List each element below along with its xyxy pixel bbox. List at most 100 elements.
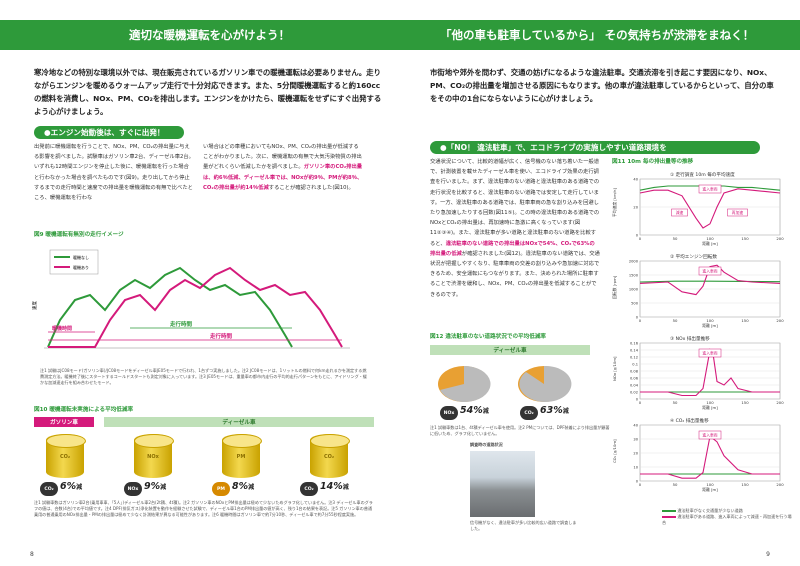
- fig9-legend-1: 暖機なし: [73, 254, 89, 260]
- right-header: 「他の車も駐車しているから」 その気持ちが渋滞をまねく！: [400, 20, 800, 50]
- fig10-badge-1: CO₂: [40, 482, 58, 496]
- fig10-can-label-3: PM: [236, 454, 246, 460]
- fig10-pct-2: 9%減: [144, 481, 167, 492]
- legend-swatch-magenta: [662, 516, 676, 518]
- fig9-idle: 暖機時間: [52, 325, 72, 332]
- fig11-xtick-3-0: 0: [639, 400, 642, 405]
- fig11-ytick-4-3: 30: [633, 437, 638, 441]
- fig10-title: 図10 暖機運転未実施による平均低減率: [34, 407, 134, 413]
- photo-caption: 信号機がなく、違法駐車が多い比較的広い道路で調査しました。: [470, 520, 577, 531]
- fig11-series-2-2: [639, 264, 781, 296]
- fig11-enter-box-2: [698, 266, 722, 276]
- fig10-note: 注1 試験車数はガソリン車2台(乗用車車、「5人」)ディーゼル車2台(2t積、4…: [34, 500, 373, 517]
- fig11-enter-label-2: 進入車両: [702, 269, 717, 274]
- fig11-ylabel-1: 平均速度 [km/h]: [612, 188, 617, 217]
- fig11-gen-box: [671, 208, 688, 217]
- fig11-xtick-3-3: 150: [741, 400, 749, 405]
- fig11-panel-title-1: ① 走行調査 10m 毎の平均速度: [670, 171, 735, 178]
- left-page: 適切な暖機運転を心がけよう！ 寒冷地などの特別な環境以外では、現在販売されている…: [0, 20, 400, 558]
- fig11-title: 図11 10m 毎の排出量等の推移: [612, 159, 694, 165]
- fig10-pct-4: 14%減: [320, 481, 349, 492]
- fig11-enter-box-4: [698, 430, 722, 440]
- can-icon: [310, 434, 350, 478]
- fig11-xtick-2-2: 100: [706, 318, 714, 323]
- fig11-enter-label-1: 進入車両: [702, 187, 717, 192]
- fig11-xtick-1-1: 50: [673, 236, 678, 241]
- fig11-ytick-4-0: 0: [636, 479, 639, 483]
- fig11-ylabel-3: NOx [g/10m]: [612, 356, 617, 381]
- right-body: 交通状況について、比較的道幅が広く、信号機のない落ち着いた一般道で、計測装置を載…: [430, 157, 600, 300]
- fig9-ylabel: 速度: [31, 301, 38, 310]
- right-page: 「他の車も駐車しているから」 その気持ちが渋滞をまねく！ 市街地や郊外を問わず、…: [400, 0, 800, 566]
- fig11-xlabel-3: 距離 [m]: [702, 405, 718, 410]
- fig10-pct-3: 8%減: [232, 481, 255, 492]
- fig11-series-1-2: [639, 188, 781, 229]
- left-section-heading: ●エンジン始動後は、すぐに出発！: [34, 126, 184, 139]
- fig11-xtick-4-4: 200: [776, 482, 784, 487]
- fig12-pct-1: 54%減: [460, 405, 489, 416]
- fig11-ytick-3-2: 0.04: [630, 383, 639, 387]
- fig11-panel-title-4: ④ CO₂ 排出量推移: [670, 417, 709, 424]
- fig11-ytick-3-1: 0.02: [630, 390, 638, 394]
- fig11-ytick-2-2: 1000: [629, 287, 639, 291]
- fig11-ylabel-4: CO₂ [g/10m]: [612, 439, 617, 463]
- can-icon: [134, 434, 174, 478]
- fig9-legend-box: [49, 249, 99, 275]
- fig11-gen-label: 減速: [676, 210, 684, 215]
- left-lead: 寒冷地などの特別な環境以外では、現在販売されているガソリン車での暖機運転は必要あ…: [34, 68, 382, 116]
- fig10-pct-1: 6%減: [60, 481, 83, 492]
- fig11-ytick-1-1: 20: [633, 205, 638, 209]
- fig9-chart: 暖機なし 暖機あり 速度 走行時間 走行時間 暖機時間: [31, 249, 350, 349]
- fig11-xtick-3-4: 200: [776, 400, 784, 405]
- right-body-b: が確認されました(図12)。違法駐車のない道路では、交通状況が把握しやすくなり、…: [430, 250, 600, 298]
- fig11-xtick-3-1: 50: [673, 400, 678, 405]
- right-body-a: 交通状況について、比較的道幅が広く、信号機のない落ち着いた一般道で、計測装置を載…: [430, 159, 600, 247]
- fig11-ytick-2-1: 500: [631, 301, 639, 305]
- fig11-xtick-2-3: 150: [741, 318, 749, 323]
- fig11-xtick-4-1: 50: [673, 482, 678, 487]
- fig11-ytick-1-0: 0: [636, 233, 639, 237]
- fig11-xtick-2-4: 200: [776, 318, 784, 323]
- page-number-right: 9: [766, 551, 770, 558]
- fig10-can-label-2: NOx: [147, 454, 159, 460]
- fig12-title: 図12 違法駐車のない道路状況での平均低減率: [430, 334, 547, 340]
- fig11-ytick-3-5: 0.1: [632, 362, 638, 366]
- fig11-xtick-1-3: 150: [741, 236, 749, 241]
- fig11-ytick-1-2: 40: [633, 177, 638, 181]
- fig10-diesel-label: ディーゼル車: [104, 417, 374, 427]
- pie-icon-1: [438, 365, 491, 402]
- right-section-heading: ●「NO！ 違法駐車」で、エコドライブの実施しやすい道路環境を: [430, 141, 760, 154]
- fig11-ylabel-2: 回転数 [rpm]: [612, 275, 617, 299]
- fig11-xtick-2-1: 50: [673, 318, 678, 323]
- fig10-can-label-1: CO₂: [59, 454, 71, 460]
- fig11-ytick-3-4: 0.08: [630, 369, 639, 373]
- fig11-enter-label-4: 進入車両: [702, 433, 717, 438]
- fig11-xtick-1-2: 100: [706, 236, 714, 241]
- fig11-ytick-2-0: 0: [636, 315, 639, 319]
- fig11-ytick-3-6: 0.12: [630, 355, 638, 359]
- left-body-col2-b: することが確認されました(図10)。: [268, 184, 354, 191]
- fig11-enter-box-1: [698, 184, 722, 194]
- fig11-ytick-4-4: 40: [633, 423, 638, 427]
- fig11-ytick-4-2: 20: [633, 451, 638, 455]
- fig11-legend-item-1: 違法駐車がなく交通量が少ない道路: [662, 508, 792, 514]
- fig11-acc-box: [727, 208, 748, 217]
- fig10-badge-3: PM: [212, 482, 230, 496]
- fig11-ytick-3-8: 0.16: [630, 341, 639, 345]
- fig11-panel-title-2: ② 平均エンジン回転数: [670, 253, 717, 260]
- fig9-note: 注1 試験はJC08モード(ガソリン車)/JC08モードをディーゼル車JE05モ…: [40, 368, 367, 385]
- fig12-badge-2: CO₂: [520, 406, 538, 420]
- fig11-ytick-3-3: 0.06: [630, 376, 639, 380]
- fig11-xlabel-2: 距離 [m]: [702, 323, 718, 328]
- fig11-panel-title-3: ③ NOx 排出量推移: [670, 335, 710, 342]
- fig11-series-4-2: [640, 435, 780, 479]
- road-photo: [470, 451, 535, 517]
- fig11-xtick-1-0: 0: [639, 236, 642, 241]
- fig12-note: 注1 試験車数は1台、4t積ディーゼル車を使用。注2 PMについては、DPF装着…: [430, 425, 610, 436]
- fig11-xtick-2-0: 0: [639, 318, 642, 323]
- can-icon: [222, 434, 262, 478]
- fig11-legend-item-2: 違法駐車がある道路、進入車両によって減速・再加速を行う場合: [662, 514, 792, 525]
- right-lead: 市街地や郊外を問わず、交通の妨げになるような違法駐車。交通渋滞を引き起こす要因に…: [430, 68, 774, 103]
- fig9-line-warmup: [48, 266, 343, 348]
